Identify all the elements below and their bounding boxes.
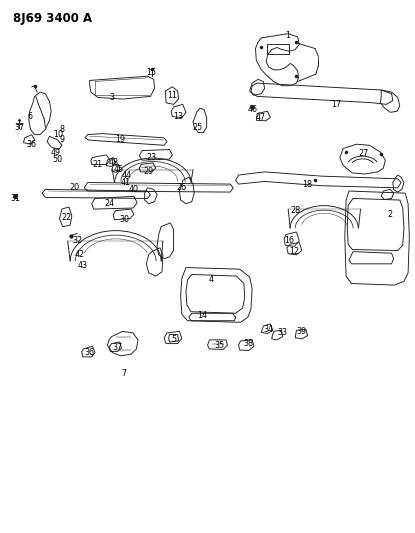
Text: 37: 37 xyxy=(112,343,122,352)
Text: 21: 21 xyxy=(93,160,103,169)
Text: 44: 44 xyxy=(122,171,132,180)
Text: 39: 39 xyxy=(297,327,307,336)
Text: 5: 5 xyxy=(172,335,177,344)
Text: 43: 43 xyxy=(78,261,88,270)
Text: 11: 11 xyxy=(167,91,177,100)
Text: 29: 29 xyxy=(144,167,154,176)
Text: 9: 9 xyxy=(59,135,64,144)
Text: 36: 36 xyxy=(85,348,95,357)
Text: 19: 19 xyxy=(116,135,126,144)
Text: 32: 32 xyxy=(72,237,82,246)
Text: 37: 37 xyxy=(14,123,24,132)
Text: 23: 23 xyxy=(146,153,157,162)
Text: 1: 1 xyxy=(286,31,290,40)
Text: 41: 41 xyxy=(121,178,131,187)
Text: 47: 47 xyxy=(255,113,266,122)
Text: 50: 50 xyxy=(53,155,63,164)
Text: 25: 25 xyxy=(192,123,202,132)
Text: 6: 6 xyxy=(28,112,33,121)
Text: 38: 38 xyxy=(243,339,253,348)
Text: 12: 12 xyxy=(289,247,299,256)
Text: 36: 36 xyxy=(27,140,37,149)
Text: 17: 17 xyxy=(332,100,342,109)
Text: 4: 4 xyxy=(208,275,213,284)
Text: 28: 28 xyxy=(290,206,300,215)
Text: 40: 40 xyxy=(129,185,139,194)
Text: 7: 7 xyxy=(122,369,127,378)
Text: 49: 49 xyxy=(50,148,60,157)
Text: 2: 2 xyxy=(387,210,392,219)
Text: 45: 45 xyxy=(114,165,124,174)
Text: 15: 15 xyxy=(146,68,157,77)
Text: 8J69 3400 A: 8J69 3400 A xyxy=(13,12,92,26)
Text: 33: 33 xyxy=(278,328,288,337)
Text: 16: 16 xyxy=(284,237,294,246)
Text: 10: 10 xyxy=(53,130,63,139)
Text: 26: 26 xyxy=(177,183,187,192)
Text: 48: 48 xyxy=(108,158,118,167)
Text: 3: 3 xyxy=(109,93,114,102)
Text: 42: 42 xyxy=(75,251,85,260)
Text: 13: 13 xyxy=(173,112,183,121)
Text: 24: 24 xyxy=(104,199,114,208)
Text: 27: 27 xyxy=(359,149,369,158)
Text: 18: 18 xyxy=(303,180,312,189)
Text: 31: 31 xyxy=(10,194,20,203)
Text: 30: 30 xyxy=(119,215,129,224)
Text: 20: 20 xyxy=(69,183,79,192)
Text: 34: 34 xyxy=(264,325,274,334)
Text: 46: 46 xyxy=(247,105,257,114)
Text: 8: 8 xyxy=(59,125,64,134)
Text: 35: 35 xyxy=(214,341,224,350)
Text: 22: 22 xyxy=(61,213,71,222)
Text: 14: 14 xyxy=(198,311,208,320)
